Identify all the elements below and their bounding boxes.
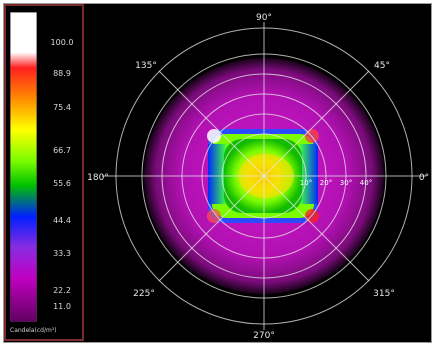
- angle-label-bottom-left: 225°: [133, 289, 155, 299]
- angle-label-right: 0°: [419, 173, 429, 183]
- angle-label-bottom: 270°: [253, 331, 275, 341]
- legend-tick-label: 44.4: [53, 216, 71, 225]
- angle-label-bottom-right: 315°: [373, 289, 395, 299]
- color-scale-legend: 100.0 88.9 75.4 66.7 55.6 44.4 33.3 22.2…: [4, 4, 84, 341]
- angle-label-left: 180°: [87, 173, 109, 183]
- angle-label-top-right: 45°: [374, 61, 390, 71]
- legend-tick-label: 88.9: [53, 69, 71, 78]
- ring-label: 40°: [360, 179, 372, 187]
- ring-label: 30°: [340, 179, 352, 187]
- color-scale-bar: [10, 12, 37, 322]
- ring-label: 20°: [320, 179, 332, 187]
- polar-grid: [102, 22, 426, 330]
- polar-plot-canvas: 90° 45° 0° 315° 270° 225° 180° 135° 10° …: [87, 13, 429, 341]
- legend-tick-label: 11.0: [53, 302, 71, 311]
- legend-tick-label: 55.6: [53, 179, 71, 188]
- legend-tick-label: 100.0: [50, 38, 74, 47]
- legend-tick-label: 22.2: [53, 286, 71, 295]
- angle-label-top: 90°: [256, 13, 272, 23]
- legend-tick-label: 75.4: [53, 103, 71, 112]
- ring-label: 10°: [300, 179, 312, 187]
- angle-label-top-left: 135°: [135, 61, 157, 71]
- legend-units-label: Candela(cd/m²): [10, 327, 57, 334]
- polar-luminance-plot: 90° 45° 0° 315° 270° 225° 180° 135° 10° …: [84, 4, 431, 341]
- legend-tick-label: 33.3: [53, 249, 71, 258]
- legend-tick-label: 66.7: [53, 146, 71, 155]
